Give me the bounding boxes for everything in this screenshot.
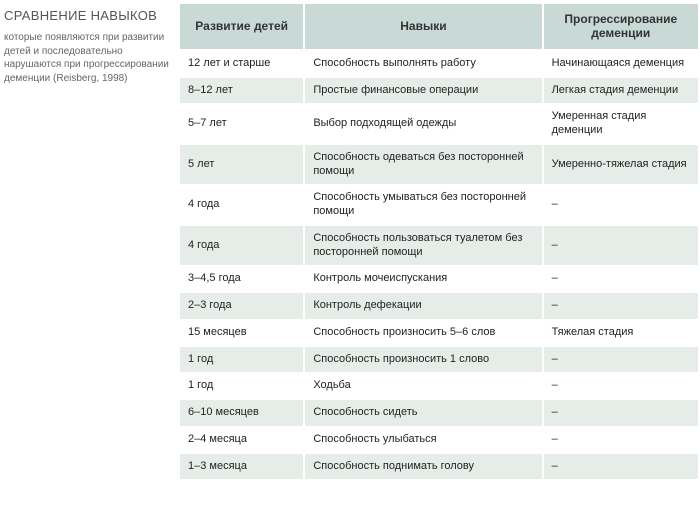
- table-cell: 3–4,5 года: [180, 266, 304, 293]
- table-cell: Способность одеваться без посторонней по…: [304, 144, 542, 185]
- table-cell: Начинающаяся деменция: [543, 50, 698, 77]
- table-cell: Способность пользоваться туалетом без по…: [304, 225, 542, 266]
- table-cell: –: [543, 293, 698, 320]
- table-row: 8–12 летПростые финансовые операцииЛегка…: [180, 77, 698, 104]
- table-row: 6–10 месяцевСпособность сидеть–: [180, 400, 698, 427]
- table-container: Развитие детей Навыки Прогрессирование д…: [180, 0, 700, 506]
- table-row: 12 лет и старшеСпособность выполнять раб…: [180, 50, 698, 77]
- table-cell: –: [543, 426, 698, 453]
- table-cell: 4 года: [180, 185, 304, 226]
- table-cell: 1–3 месяца: [180, 453, 304, 480]
- table-cell: 8–12 лет: [180, 77, 304, 104]
- table-cell: –: [543, 266, 698, 293]
- col-header-development: Развитие детей: [180, 4, 304, 50]
- table-cell: 6–10 месяцев: [180, 400, 304, 427]
- table-cell: Способность выполнять работу: [304, 50, 542, 77]
- sidebar-title: СРАВНЕНИЕ НАВЫКОВ: [4, 8, 170, 23]
- table-cell: Способность произносить 5–6 слов: [304, 319, 542, 346]
- table-cell: –: [543, 225, 698, 266]
- table-cell: Умеренная стадия деменции: [543, 104, 698, 145]
- table-cell: Способность сидеть: [304, 400, 542, 427]
- skills-comparison-table: Развитие детей Навыки Прогрессирование д…: [180, 4, 698, 480]
- table-row: 3–4,5 годаКонтроль мочеиспускания–: [180, 266, 698, 293]
- table-cell: 2–4 месяца: [180, 426, 304, 453]
- table-row: 1 годСпособность произносить 1 слово–: [180, 346, 698, 373]
- col-header-dementia: Прогрессирование деменции: [543, 4, 698, 50]
- table-row: 15 месяцевСпособность произносить 5–6 сл…: [180, 319, 698, 346]
- table-cell: Способность улыбаться: [304, 426, 542, 453]
- table-cell: Способность поднимать голову: [304, 453, 542, 480]
- table-cell: –: [543, 346, 698, 373]
- table-cell: Ходьба: [304, 373, 542, 400]
- table-cell: –: [543, 453, 698, 480]
- table-row: 4 годаСпособность умываться без посторон…: [180, 185, 698, 226]
- table-cell: 5–7 лет: [180, 104, 304, 145]
- table-cell: 15 месяцев: [180, 319, 304, 346]
- table-cell: Легкая стадия деменции: [543, 77, 698, 104]
- sidebar: СРАВНЕНИЕ НАВЫКОВ которые появляются при…: [0, 0, 180, 506]
- table-row: 1 годХодьба–: [180, 373, 698, 400]
- table-cell: Умеренно-тяжелая стадия: [543, 144, 698, 185]
- table-cell: –: [543, 400, 698, 427]
- table-cell: Способность произносить 1 слово: [304, 346, 542, 373]
- table-header-row: Развитие детей Навыки Прогрессирование д…: [180, 4, 698, 50]
- table-cell: 2–3 года: [180, 293, 304, 320]
- table-cell: 5 лет: [180, 144, 304, 185]
- table-row: 1–3 месяцаСпособность поднимать голову–: [180, 453, 698, 480]
- table-cell: 1 год: [180, 346, 304, 373]
- table-row: 2–4 месяцаСпособность улыбаться–: [180, 426, 698, 453]
- table-body: 12 лет и старшеСпособность выполнять раб…: [180, 50, 698, 480]
- table-cell: Простые финансовые операции: [304, 77, 542, 104]
- table-cell: Тяжелая стадия: [543, 319, 698, 346]
- sidebar-description: которые появляются при развитии детей и …: [4, 31, 170, 85]
- table-row: 2–3 годаКонтроль дефекации–: [180, 293, 698, 320]
- col-header-skills: Навыки: [304, 4, 542, 50]
- table-cell: Способность умываться без посторонней по…: [304, 185, 542, 226]
- table-cell: Контроль мочеиспускания: [304, 266, 542, 293]
- table-cell: 4 года: [180, 225, 304, 266]
- table-row: 5–7 летВыбор подходящей одеждыУмеренная …: [180, 104, 698, 145]
- table-row: 4 годаСпособность пользоваться туалетом …: [180, 225, 698, 266]
- table-cell: 1 год: [180, 373, 304, 400]
- table-cell: 12 лет и старше: [180, 50, 304, 77]
- table-cell: –: [543, 185, 698, 226]
- table-row: 5 летСпособность одеваться без посторонн…: [180, 144, 698, 185]
- table-cell: Контроль дефекации: [304, 293, 542, 320]
- table-cell: –: [543, 373, 698, 400]
- table-cell: Выбор подходящей одежды: [304, 104, 542, 145]
